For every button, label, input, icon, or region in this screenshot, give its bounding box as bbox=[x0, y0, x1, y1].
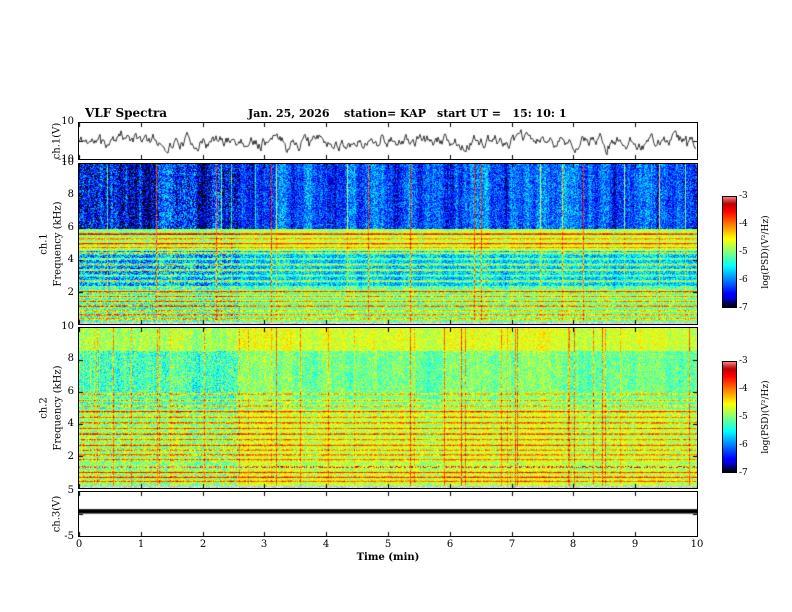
colorbar-tick-label: -4 bbox=[739, 219, 748, 229]
x-tick-label: 6 bbox=[446, 539, 454, 550]
y-tick-label: 6 bbox=[67, 222, 74, 233]
ch3-voltage-canvas bbox=[79, 492, 697, 536]
y-tick-label: 10 bbox=[61, 321, 74, 332]
y-tick-label: 5 bbox=[67, 485, 74, 496]
ch1-frequency-ylabel: Frequency (kHz) bbox=[52, 201, 64, 287]
y-tick-label: 4 bbox=[67, 418, 74, 429]
colorbar-tick-label: -3 bbox=[739, 356, 748, 366]
x-tick-label: 3 bbox=[260, 539, 268, 550]
y-tick-label: 10 bbox=[61, 157, 74, 168]
ch2-colorbar-label: log(PSD)(V²/Hz) bbox=[761, 380, 771, 454]
ch3-voltage-panel bbox=[78, 491, 698, 537]
x-tick-label: 10 bbox=[690, 539, 704, 550]
ch2-frequency-ylabel: Frequency (kHz) bbox=[52, 365, 64, 451]
x-tick-label: 2 bbox=[199, 539, 207, 550]
x-tick-label: 0 bbox=[75, 539, 83, 550]
date-label: Jan. 25, 2026 bbox=[248, 107, 330, 120]
ch1-voltage-panel bbox=[78, 122, 698, 160]
colorbar-tick-label: -3 bbox=[739, 191, 748, 201]
ch1-colorbar-label: log(PSD)(V²/Hz) bbox=[761, 215, 771, 289]
y-tick-label: 8 bbox=[67, 353, 74, 364]
ch2-spectrogram-canvas bbox=[79, 328, 697, 488]
x-tick-label: 5 bbox=[384, 539, 392, 550]
y-tick-label: 2 bbox=[67, 451, 74, 462]
y-tick-label: -10 bbox=[57, 154, 74, 165]
ch1-channel-label: ch.1 bbox=[38, 233, 50, 255]
colorbar-tick-label: -5 bbox=[739, 412, 748, 422]
y-tick-label: -5 bbox=[64, 531, 74, 542]
ch2-colorbar-canvas bbox=[723, 362, 736, 472]
y-tick-label: 2 bbox=[67, 287, 74, 298]
colorbar-tick-label: -7 bbox=[739, 468, 748, 478]
start-ut-label: start UT = 15: 10: 1 bbox=[437, 107, 567, 120]
ch1-spectrogram-panel bbox=[78, 163, 698, 325]
ch2-spectrogram-panel bbox=[78, 327, 698, 489]
ch1-spectrogram-canvas bbox=[79, 164, 697, 324]
figure-title: VLF Spectra bbox=[85, 106, 168, 120]
station-label: station= KAP bbox=[344, 107, 426, 120]
colorbar-tick-label: -5 bbox=[739, 247, 748, 257]
y-tick-label: 8 bbox=[67, 189, 74, 200]
x-tick-label: 8 bbox=[569, 539, 577, 550]
ch2-channel-label: ch.2 bbox=[38, 397, 50, 419]
ch1-colorbar bbox=[722, 196, 737, 308]
y-tick-label: 4 bbox=[67, 254, 74, 265]
x-tick-label: 7 bbox=[508, 539, 516, 550]
x-axis-label: Time (min) bbox=[356, 552, 420, 563]
ch1-waveform-canvas bbox=[79, 123, 697, 159]
colorbar-tick-label: -6 bbox=[739, 275, 748, 285]
ch3-voltage-ylabel: ch.3(V) bbox=[51, 495, 63, 533]
x-tick-label: 9 bbox=[631, 539, 639, 550]
ch2-colorbar bbox=[722, 361, 737, 473]
y-tick-label: 6 bbox=[67, 386, 74, 397]
ch1-colorbar-canvas bbox=[723, 197, 736, 307]
y-tick-label: 10 bbox=[61, 116, 74, 127]
colorbar-tick-label: -4 bbox=[739, 384, 748, 394]
colorbar-tick-label: -6 bbox=[739, 440, 748, 450]
colorbar-tick-label: -7 bbox=[739, 303, 748, 313]
x-tick-label: 4 bbox=[322, 539, 330, 550]
x-tick-label: 1 bbox=[137, 539, 145, 550]
